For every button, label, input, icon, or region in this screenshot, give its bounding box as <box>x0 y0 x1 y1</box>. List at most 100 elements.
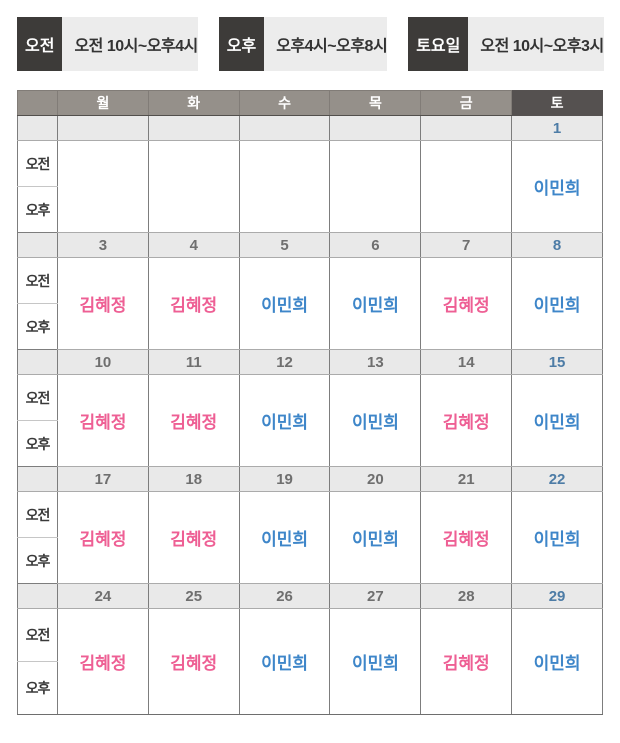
staff-name: 이민희 <box>329 257 422 350</box>
week4-afternoon-row: 오후 <box>17 537 603 584</box>
time-label-am: 오전 <box>17 257 58 304</box>
staff-name <box>420 140 513 233</box>
staff-name <box>329 140 422 233</box>
date-cell <box>329 115 422 141</box>
week5-afternoon-row: 오후 <box>17 661 603 715</box>
date-cell: 21 <box>420 466 513 492</box>
date-cell: 3 <box>57 232 149 258</box>
date-cell: 20 <box>329 466 422 492</box>
date-spacer <box>17 232 58 258</box>
staff-name <box>238 140 331 233</box>
time-label-pm: 오후 <box>17 186 58 233</box>
staff-name: 김혜정 <box>57 257 149 350</box>
date-cell <box>147 115 240 141</box>
week5-morning-row: 오전 김혜정 김혜정 이민희 이민희 김혜정 이민희 <box>17 608 603 715</box>
date-cell <box>420 115 513 141</box>
staff-name: 이민희 <box>238 374 331 467</box>
hours-legend: 오전 오전 10시~오후4시 오후 오후4시~오후8시 토요일 오전 10시~오… <box>17 17 604 71</box>
staff-name <box>147 140 240 233</box>
date-cell-saturday: 29 <box>511 583 603 609</box>
legend-afternoon-hours: 오후4시~오후8시 <box>264 17 388 71</box>
corner-cell <box>17 90 58 116</box>
staff-name: 이민희 <box>238 491 331 584</box>
staff-name: 이민희 <box>511 608 603 715</box>
legend-saturday-badge: 토요일 <box>408 17 469 71</box>
date-cell: 18 <box>147 466 240 492</box>
staff-name: 이민희 <box>511 140 603 233</box>
legend-morning-hours: 오전 10시~오후4시 <box>62 17 198 71</box>
week1-afternoon-row: 오후 <box>17 186 603 233</box>
day-header-sat: 토 <box>511 90 603 116</box>
date-spacer <box>17 583 58 609</box>
staff-name: 이민희 <box>329 491 422 584</box>
date-cell: 6 <box>329 232 422 258</box>
date-cell-saturday: 1 <box>511 115 603 141</box>
staff-name: 이민희 <box>238 257 331 350</box>
date-cell: 7 <box>420 232 513 258</box>
date-cell: 14 <box>420 349 513 375</box>
day-header-mon: 월 <box>57 90 149 116</box>
staff-name: 김혜정 <box>147 608 240 715</box>
date-spacer <box>17 115 58 141</box>
day-header-wed: 수 <box>238 90 331 116</box>
date-cell: 25 <box>147 583 240 609</box>
week4-date-row: 17 18 19 20 21 22 <box>17 466 603 492</box>
time-label-am: 오전 <box>17 374 58 421</box>
time-label-pm: 오후 <box>17 661 58 715</box>
time-label-am: 오전 <box>17 140 58 187</box>
week4-morning-row: 오전 김혜정 김혜정 이민희 이민희 김혜정 이민희 <box>17 491 603 584</box>
staff-name: 김혜정 <box>420 257 513 350</box>
date-cell <box>238 115 331 141</box>
staff-name: 이민희 <box>511 374 603 467</box>
week3-date-row: 10 11 12 13 14 15 <box>17 349 603 375</box>
date-cell: 24 <box>57 583 149 609</box>
week2-date-row: 3 4 5 6 7 8 <box>17 232 603 258</box>
legend-morning: 오전 오전 10시~오후4시 <box>17 17 198 71</box>
date-cell: 4 <box>147 232 240 258</box>
legend-afternoon: 오후 오후4시~오후8시 <box>218 17 388 71</box>
staff-name: 이민희 <box>238 608 331 715</box>
staff-name: 이민희 <box>511 491 603 584</box>
time-label-am: 오전 <box>17 491 58 538</box>
week3-morning-row: 오전 김혜정 김혜정 이민희 이민희 김혜정 이민희 <box>17 374 603 467</box>
date-cell: 10 <box>57 349 149 375</box>
date-spacer <box>17 466 58 492</box>
date-cell: 28 <box>420 583 513 609</box>
staff-name: 김혜정 <box>147 374 240 467</box>
legend-saturday-hours: 오전 10시~오후3시 <box>468 17 604 71</box>
staff-name: 김혜정 <box>420 608 513 715</box>
legend-saturday: 토요일 오전 10시~오후3시 <box>408 17 604 71</box>
time-label-am: 오전 <box>17 608 58 662</box>
date-cell <box>57 115 149 141</box>
time-label-pm: 오후 <box>17 303 58 350</box>
week2-morning-row: 오전 김혜정 김혜정 이민희 이민희 김혜정 이민희 <box>17 257 603 350</box>
staff-name: 이민희 <box>329 374 422 467</box>
date-cell: 17 <box>57 466 149 492</box>
monthly-schedule-calendar: 월 화 수 목 금 토 1 오전 이민희 오후 <box>17 90 603 715</box>
date-cell: 27 <box>329 583 422 609</box>
legend-morning-badge: 오전 <box>17 17 63 71</box>
date-cell: 13 <box>329 349 422 375</box>
legend-afternoon-badge: 오후 <box>218 17 265 71</box>
date-cell-saturday: 15 <box>511 349 603 375</box>
staff-name: 이민희 <box>329 608 422 715</box>
date-cell: 19 <box>238 466 331 492</box>
staff-name: 김혜정 <box>57 491 149 584</box>
staff-name: 김혜정 <box>420 374 513 467</box>
day-header-row: 월 화 수 목 금 토 <box>17 90 603 116</box>
date-cell: 5 <box>238 232 331 258</box>
date-spacer <box>17 349 58 375</box>
staff-name: 김혜정 <box>420 491 513 584</box>
staff-name: 이민희 <box>511 257 603 350</box>
week2-afternoon-row: 오후 <box>17 303 603 350</box>
staff-name: 김혜정 <box>57 374 149 467</box>
date-cell: 12 <box>238 349 331 375</box>
staff-name: 김혜정 <box>57 608 149 715</box>
day-header-thu: 목 <box>329 90 422 116</box>
week5-date-row: 24 25 26 27 28 29 <box>17 583 603 609</box>
staff-name: 김혜정 <box>147 257 240 350</box>
day-header-tue: 화 <box>147 90 240 116</box>
date-cell: 26 <box>238 583 331 609</box>
time-label-pm: 오후 <box>17 537 58 584</box>
